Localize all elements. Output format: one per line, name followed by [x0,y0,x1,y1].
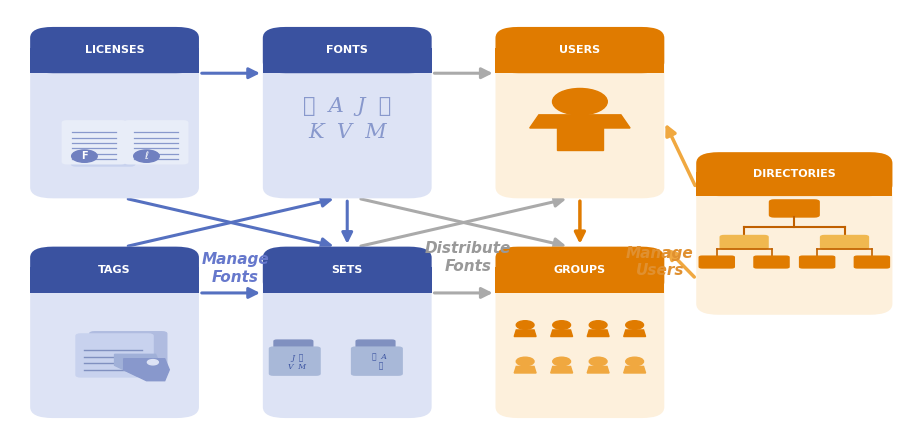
Bar [263,267,431,293]
FancyBboxPatch shape [355,340,396,348]
FancyBboxPatch shape [496,27,665,73]
Circle shape [516,357,534,366]
FancyBboxPatch shape [820,235,869,250]
Polygon shape [623,330,645,336]
Circle shape [553,89,608,115]
FancyBboxPatch shape [496,247,665,293]
Polygon shape [530,115,630,128]
Polygon shape [551,330,573,336]
FancyBboxPatch shape [263,247,431,418]
FancyBboxPatch shape [30,247,199,418]
Polygon shape [115,354,160,376]
FancyBboxPatch shape [75,333,154,378]
FancyBboxPatch shape [799,255,835,269]
Text: ℱ  A  J  ℬ: ℱ A J ℬ [303,97,391,116]
FancyBboxPatch shape [854,255,890,269]
Polygon shape [588,366,610,373]
Text: LICENSES: LICENSES [84,45,144,55]
Circle shape [148,360,158,365]
FancyBboxPatch shape [768,199,820,218]
FancyBboxPatch shape [696,152,892,315]
Text: Manage
Fonts: Manage Fonts [202,252,269,285]
FancyBboxPatch shape [62,120,127,165]
Circle shape [72,150,97,162]
FancyBboxPatch shape [263,27,431,73]
FancyBboxPatch shape [30,27,199,73]
FancyBboxPatch shape [274,340,313,348]
Polygon shape [514,366,536,373]
Circle shape [134,150,159,162]
FancyBboxPatch shape [496,247,665,418]
Text: K  V  M: K V M [308,123,386,142]
Circle shape [553,357,571,366]
Text: GROUPS: GROUPS [554,265,606,275]
Polygon shape [124,359,169,381]
FancyBboxPatch shape [71,122,136,167]
Text: F: F [81,151,88,161]
Text: SETS: SETS [331,265,363,275]
Circle shape [516,321,534,329]
FancyBboxPatch shape [30,247,199,293]
FancyBboxPatch shape [699,255,735,269]
Bar [263,48,431,73]
Polygon shape [551,366,573,373]
Text: ℓ: ℓ [144,151,149,161]
Polygon shape [588,330,610,336]
FancyBboxPatch shape [89,331,167,376]
Bar [557,124,603,150]
Text: FONTS: FONTS [326,45,368,55]
Circle shape [553,321,571,329]
Circle shape [626,321,644,329]
FancyBboxPatch shape [124,120,188,165]
Polygon shape [514,330,536,336]
FancyBboxPatch shape [496,27,665,198]
Bar [30,267,199,293]
Polygon shape [623,366,645,373]
Text: Manage
Users: Manage Users [626,246,694,278]
Text: Distribute
Fonts: Distribute Fonts [425,242,511,274]
FancyBboxPatch shape [351,346,403,376]
Text: J  ℬ
V  M: J ℬ V M [288,354,306,371]
Circle shape [589,357,607,366]
Text: TAGS: TAGS [98,265,131,275]
Bar [496,48,665,73]
FancyBboxPatch shape [696,152,892,196]
Text: DIRECTORIES: DIRECTORIES [753,169,835,179]
FancyBboxPatch shape [263,27,431,198]
FancyBboxPatch shape [754,255,789,269]
FancyBboxPatch shape [30,27,199,198]
FancyBboxPatch shape [720,235,768,250]
FancyBboxPatch shape [269,346,320,376]
Circle shape [626,357,644,366]
Circle shape [589,321,607,329]
FancyBboxPatch shape [263,247,431,293]
Bar [496,267,665,293]
Bar [696,172,892,196]
Text: USERS: USERS [559,45,600,55]
Bar [30,48,199,73]
Text: ℱ  A
  ℬ: ℱ A ℬ [372,354,386,371]
